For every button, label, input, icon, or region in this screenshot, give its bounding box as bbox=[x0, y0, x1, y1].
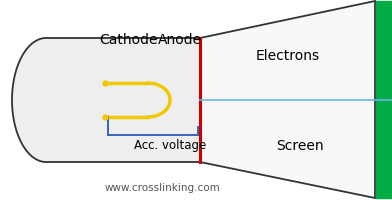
Text: www.crosslinking.com: www.crosslinking.com bbox=[105, 182, 221, 192]
Text: Electrons: Electrons bbox=[256, 49, 320, 63]
Polygon shape bbox=[12, 39, 200, 162]
Text: Anode: Anode bbox=[158, 33, 202, 47]
Text: Acc. voltage: Acc. voltage bbox=[134, 138, 206, 151]
Polygon shape bbox=[200, 2, 375, 198]
Text: Screen: Screen bbox=[276, 138, 324, 152]
Text: Cathode: Cathode bbox=[99, 33, 157, 47]
